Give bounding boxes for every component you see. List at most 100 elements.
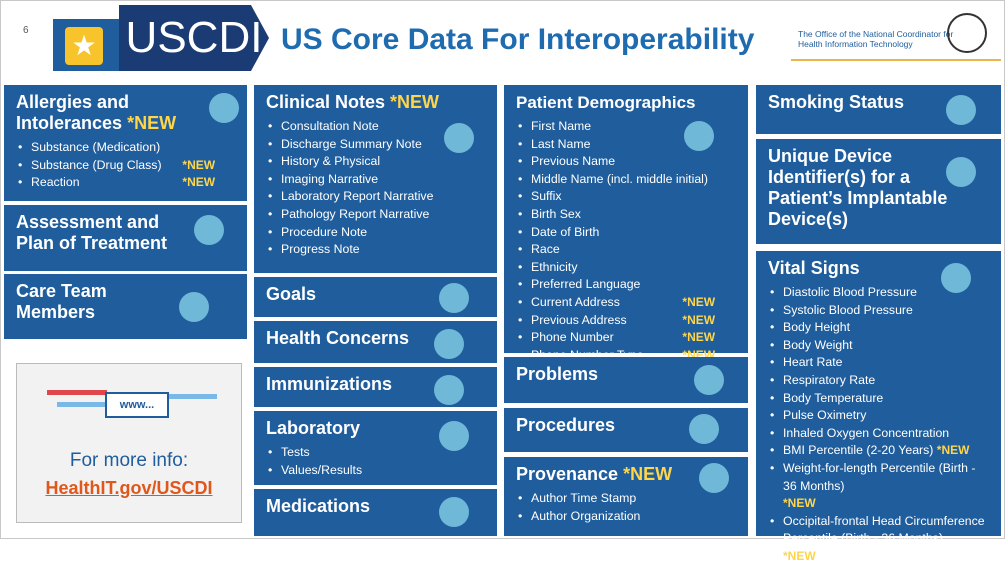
- item-text: Body Temperature: [783, 390, 884, 405]
- category-box: Laboratory Tests Values/Results: [254, 411, 497, 485]
- item: Consultation Note: [266, 118, 485, 136]
- box-title: Patient Demographics: [516, 92, 736, 113]
- item: Progress Note: [266, 241, 485, 259]
- icon: [209, 93, 239, 123]
- item-text: Pathology Report Narrative: [281, 206, 430, 221]
- title-text: Vital Signs: [768, 258, 860, 278]
- item: Author Organization: [516, 508, 736, 526]
- item: Substance (Medication): [16, 139, 235, 157]
- item-text: Heart Rate: [783, 355, 843, 370]
- box-title: Procedures: [516, 415, 686, 436]
- item: Laboratory Report Narrative: [266, 188, 485, 206]
- new-badge: *NEW: [682, 312, 716, 327]
- category-box: Vital Signs Diastolic Blood Pressure Systo…: [756, 251, 1001, 563]
- item: Pathology Report Narrative: [266, 206, 485, 224]
- item: Discharge Summary Note: [266, 136, 485, 154]
- item: Author Time Stamp: [516, 490, 736, 508]
- category-box: Smoking Status: [756, 85, 1001, 134]
- item: Date of Birth: [516, 224, 736, 242]
- item-text: Phone Number: [531, 330, 614, 345]
- item: Suffix: [516, 188, 736, 206]
- icon: [946, 95, 976, 125]
- item-text: Suffix: [531, 189, 562, 204]
- icon: [179, 292, 209, 322]
- icon: [699, 463, 729, 493]
- icon: [434, 329, 464, 359]
- item: Pulse Oximetry: [768, 407, 989, 425]
- title-text: Immunizations: [266, 374, 393, 394]
- item-text: Previous Address: [531, 312, 627, 327]
- title-text: Assessment and Plan of Treatment: [16, 212, 168, 253]
- item: Last Name: [516, 136, 736, 154]
- new-badge: *NEW: [623, 464, 673, 484]
- new-badge: *NEW: [682, 294, 716, 309]
- item-text: Occipital-frontal Head Circumference Per…: [783, 513, 985, 546]
- title-text: Patient Demographics: [516, 93, 696, 112]
- item-text: Values/Results: [281, 462, 363, 477]
- category-box: Assessment and Plan of Treatment: [4, 205, 247, 271]
- icon: [434, 375, 464, 405]
- item: Procedure Note: [266, 224, 485, 242]
- category-box: Allergies and Intolerances *NEW Substance…: [4, 85, 247, 201]
- item-text: Procedure Note: [281, 224, 368, 239]
- info-link[interactable]: HealthIT.gov/USCDI: [45, 478, 213, 498]
- item: Substance (Drug Class) *NEW: [16, 157, 235, 175]
- category-box: Unique Device Identifier(s) for a Patien…: [756, 139, 1001, 244]
- item-text: Systolic Blood Pressure: [783, 302, 913, 317]
- item: Diastolic Blood Pressure: [768, 284, 989, 302]
- info-text: For more info:: [69, 450, 189, 471]
- item: Birth Sex: [516, 206, 736, 224]
- new-badge: *NEW: [936, 443, 970, 458]
- item-text: Reaction: [31, 175, 80, 190]
- title-text: Laboratory: [266, 418, 361, 438]
- item-text: Weight-for-length Percentile (Birth - 36…: [783, 460, 976, 493]
- title: US Core Data For Interoperability: [281, 23, 755, 56]
- box-title: Immunizations: [266, 374, 446, 395]
- info-panel: www... For more info: HealthIT.gov/USCDI: [16, 363, 242, 523]
- item: Values/Results: [266, 462, 485, 480]
- item-list: Tests Values/Results: [266, 444, 485, 479]
- item: Imaging Narrative: [266, 171, 485, 189]
- item-text: Body Weight: [783, 337, 853, 352]
- hhs-seal: [947, 13, 987, 53]
- new-badge: *NEW: [783, 548, 816, 563]
- title-text: Care Team Members: [16, 281, 107, 322]
- item-text: Substance (Drug Class): [31, 157, 162, 172]
- title-text: Allergies and Intolerances: [16, 92, 130, 133]
- item-text: Race: [531, 242, 560, 257]
- logo-star: ★: [65, 27, 103, 65]
- item-list: First Name Last Name Previous Name Middle N…: [516, 118, 736, 382]
- onc-line: The Office of the National Coordinator f…: [798, 29, 954, 39]
- item-text: Tests: [281, 445, 310, 459]
- category-box: Procedures: [504, 408, 748, 452]
- item-list: Consultation Note Discharge Summary Note H…: [266, 118, 485, 259]
- item-text: BMI Percentile (2-20 Years): [783, 443, 934, 458]
- category-box: Care Team Members: [4, 274, 247, 339]
- title-text: Problems: [516, 364, 599, 384]
- new-badge: *NEW: [682, 330, 716, 345]
- item-text: Body Height: [783, 320, 850, 335]
- title-text: Provenance: [516, 464, 619, 484]
- icon: [439, 497, 469, 527]
- category-box: Clinical Notes *NEW Consultation Note Disc…: [254, 85, 497, 273]
- item-text: Laboratory Report Narrative: [281, 189, 434, 204]
- title-text: Procedures: [516, 415, 616, 435]
- new-badge: *NEW: [127, 113, 177, 133]
- item-text: Ethnicity: [531, 259, 578, 274]
- box-title: Clinical Notes *NEW: [266, 92, 476, 113]
- item: Reaction *NEW: [16, 174, 235, 192]
- icon: [439, 283, 469, 313]
- stripe: [47, 390, 107, 395]
- item: Inhaled Oxygen Concentration: [768, 425, 989, 443]
- onc-line: Health Information Technology: [798, 39, 913, 49]
- item-text: Pulse Oximetry: [783, 408, 867, 423]
- item-text: Middle Name (incl. middle initial): [531, 171, 708, 186]
- slide: 6 ★ USCDI US Core Data For Interoperabil…: [0, 0, 1005, 539]
- box-title: Health Concerns: [266, 328, 446, 349]
- item-text: Discharge Summary Note: [281, 136, 422, 151]
- box-title: Vital Signs: [768, 258, 988, 279]
- item-text: Consultation Note: [281, 119, 379, 133]
- title-text: Unique Device Identifier(s) for a Patien…: [768, 146, 948, 229]
- title-text: Smoking Status: [768, 92, 905, 112]
- title-text: Goals: [266, 284, 317, 304]
